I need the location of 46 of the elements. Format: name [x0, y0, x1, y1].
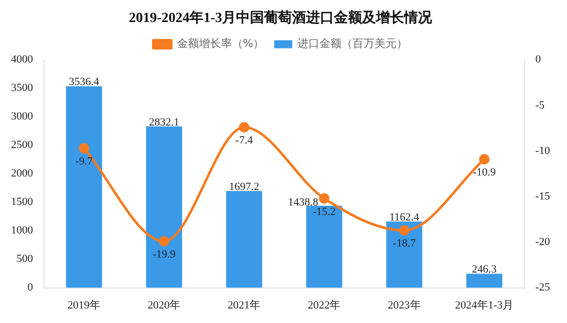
x-tick-label: 2024年1-3月	[454, 299, 514, 312]
y-tick-label: 1000	[11, 224, 34, 237]
y-tick-label: 2000	[11, 168, 34, 180]
point	[318, 193, 330, 204]
data-label: 3536.4	[68, 76, 100, 88]
bar	[306, 206, 342, 288]
y2-tick-label: 0	[535, 54, 542, 66]
bar	[226, 191, 262, 288]
data-label: 1162.4	[389, 211, 420, 224]
legend-label: 金额增长率（%）	[176, 37, 264, 50]
y2-tick-label: -10	[535, 144, 550, 157]
y2-tick-label: -15	[535, 190, 550, 202]
bar	[66, 86, 102, 288]
y-tick-label: 3500	[11, 82, 34, 94]
data-label: 2832.1	[148, 116, 180, 128]
x-tick-label: 2023年	[388, 299, 421, 312]
point	[158, 236, 170, 247]
y-tick-label: 4000	[11, 54, 34, 66]
bar	[146, 126, 182, 288]
x-tick-label: 2020年	[148, 299, 181, 312]
chart-title: 2019-2024年1-3月中国葡萄酒进口金额及增长情况	[128, 9, 434, 26]
y-tick-label: 500	[16, 253, 34, 266]
bar	[466, 274, 502, 288]
point	[238, 122, 250, 133]
bar	[386, 222, 422, 288]
y-tick-label: 0	[28, 282, 34, 294]
y-tick-label: 1500	[11, 196, 34, 208]
x-tick-label: 2019年	[68, 299, 101, 312]
data-label: 1697.2	[229, 180, 260, 193]
y-tick-label: 3000	[11, 110, 34, 123]
point	[78, 143, 90, 154]
x-tick-label: 2021年	[228, 299, 261, 312]
data-label: -10.9	[472, 166, 496, 179]
data-label: -19.9	[152, 248, 176, 261]
data-label: -9.7	[75, 156, 94, 168]
y-tick-label: 2500	[11, 139, 34, 152]
data-label: -18.7	[392, 238, 416, 250]
y2-tick-label: -5	[535, 99, 545, 112]
point	[479, 154, 490, 164]
data-label: 246.3	[472, 264, 498, 276]
x-tick-label: 2022年	[308, 299, 341, 312]
legend-label: 进口金额（百万美元）	[298, 37, 408, 50]
point	[399, 225, 410, 236]
data-label: -7.4	[235, 134, 254, 147]
y2-tick-label: -25	[535, 282, 550, 294]
y2-tick-label: -20	[535, 236, 550, 248]
